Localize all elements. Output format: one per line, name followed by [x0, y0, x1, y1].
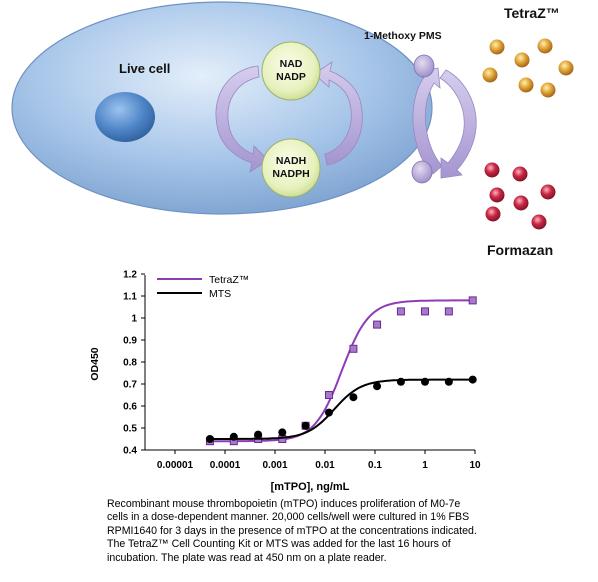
x-tick-label: 0.001: [262, 460, 287, 471]
y-tick-label: 0.4: [123, 446, 137, 457]
x-tick-label: 0.0001: [210, 460, 241, 471]
data-point-mts: [229, 432, 238, 441]
formazan-bead: [513, 195, 529, 211]
formazan-label: Formazan: [487, 242, 553, 258]
data-point-mts: [444, 377, 453, 386]
formazan-beads: [484, 162, 556, 230]
x-tick-label: 0.00001: [157, 460, 194, 471]
caption-line: RPMI1640 for 3 days in the presence of m…: [107, 524, 477, 537]
y-tick-label: 0.5: [123, 424, 137, 435]
x-tick-label: 10: [469, 460, 481, 471]
caption-line: cells in a dose-dependent manner. 20,000…: [107, 511, 470, 524]
nad-circle: [261, 41, 321, 101]
y-ticks: 0.4 0.5 0.6 0.7 0.8 0.9 1 1.1 1.2: [123, 270, 145, 457]
data-point-mts: [205, 435, 214, 443]
caption-line: Recombinant mouse thrombopoietin (mTPO) …: [107, 498, 461, 510]
mediator-cycle-arrows: [412, 67, 477, 179]
series-line-mts: [209, 378, 473, 440]
caption-line: incubation. The plate was read at 450 nm…: [107, 551, 387, 564]
y-tick-label: 0.6: [123, 402, 137, 413]
mediator-label: 1-Methoxy PMS: [364, 30, 442, 42]
cell-nucleus: [95, 92, 155, 142]
formazan-bead: [489, 187, 505, 203]
data-point-mts: [373, 382, 382, 391]
nad-label: NAD: [280, 58, 303, 70]
tetraz-bead: [514, 52, 530, 68]
y-tick-label: 1.2: [123, 270, 137, 281]
formazan-bead: [485, 206, 501, 222]
data-point-tetraz: [444, 307, 453, 316]
data-point-mts: [278, 428, 287, 437]
y-tick-label: 0.8: [123, 358, 137, 369]
y-tick-label: 0.9: [123, 336, 137, 347]
tetraz-bead: [558, 60, 574, 76]
formazan-bead: [484, 162, 500, 178]
mediator-bottom: [411, 160, 433, 184]
figure-caption: Recombinant mouse thrombopoietin (mTPO) …: [107, 498, 577, 565]
tetraz-bead: [537, 38, 553, 54]
x-tick-label: 1: [422, 460, 428, 471]
series-layer: [205, 296, 477, 446]
data-point-tetraz: [324, 391, 333, 399]
y-axis-label: OD450: [89, 347, 101, 380]
x-ticks: 0.00001 0.0001 0.001 0.01 0.1 1 10: [157, 450, 481, 471]
data-point-mts: [396, 377, 405, 386]
dose-response-chart: 0.40.50.60.70.80.911.11.2 0.00001 0.0001 0…: [89, 270, 481, 494]
tetraz-bead: [489, 39, 505, 55]
y-tick-label: 1.1: [123, 292, 137, 303]
tetraz-bead: [518, 77, 534, 93]
nadp-label: NADP: [276, 71, 306, 83]
live-cell-label: Live cell: [119, 61, 170, 76]
formazan-bead: [540, 184, 556, 200]
caption-line: The TetraZ™ Cell Counting Kit or MTS was…: [107, 538, 451, 551]
data-point-tetraz: [349, 344, 358, 353]
data-point-tetraz: [396, 307, 405, 316]
data-point-mts: [468, 375, 477, 384]
series-line-tetraz: [209, 299, 473, 443]
nadph-label: NADPH: [272, 168, 309, 180]
x-axis-label: [mTPO], ng/mL: [271, 481, 350, 493]
tetraz-bead: [482, 67, 498, 83]
tetraz-label: TetraZ™: [504, 5, 560, 21]
mediator-top: [413, 54, 435, 78]
x-tick-label: 0.01: [315, 460, 335, 471]
data-point-tetraz: [373, 320, 382, 329]
data-point-mts: [301, 421, 310, 430]
data-point-mts: [324, 408, 333, 417]
legend-label-tetraz: TetraZ™: [209, 274, 249, 286]
y-tick-label: 0.7: [123, 380, 137, 391]
data-point-mts: [254, 430, 263, 439]
data-point-mts: [421, 377, 429, 386]
y-tick-label: 1: [131, 314, 137, 325]
data-point-tetraz: [468, 296, 477, 305]
legend-label-mts: MTS: [209, 288, 231, 300]
tetraz-beads: [482, 38, 574, 98]
formazan-bead: [531, 214, 547, 230]
nadh-circle: [261, 138, 321, 198]
formazan-bead: [512, 166, 528, 182]
nadh-label: NADH: [276, 155, 306, 167]
tetraz-bead: [540, 82, 556, 98]
data-point-mts: [349, 393, 358, 402]
x-tick-label: 0.1: [368, 460, 382, 471]
data-point-tetraz: [421, 307, 429, 316]
